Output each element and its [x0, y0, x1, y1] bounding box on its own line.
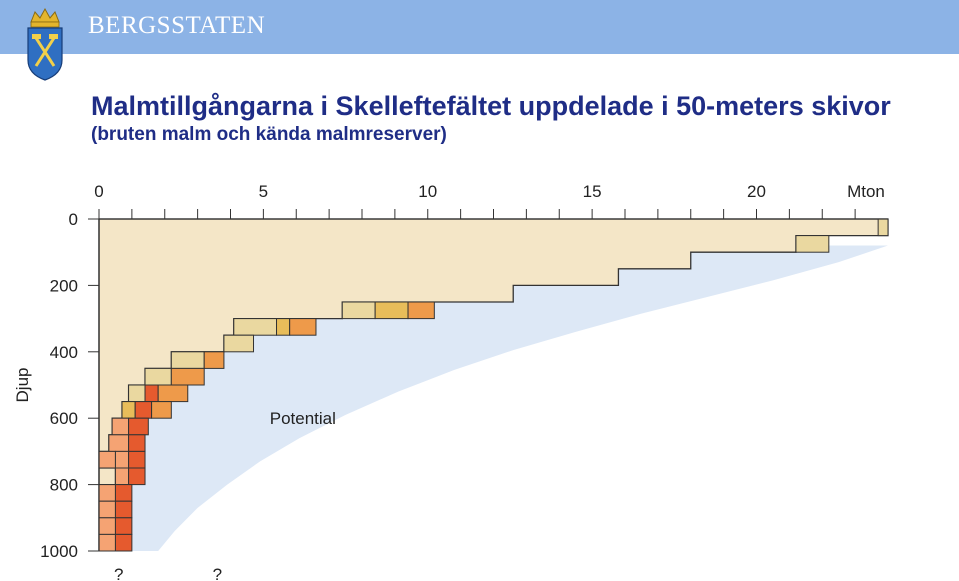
ore-slice-bar: [157, 384, 189, 403]
y-tick-label: 0: [69, 210, 78, 229]
ore-slice-bar: [276, 318, 291, 336]
x-tick-label: 10: [418, 182, 437, 201]
ore-slice-bar: [98, 484, 116, 502]
ore-slice-bar: [128, 450, 146, 469]
ore-slice-bar: [111, 417, 130, 436]
ore-slice-bar: [114, 500, 133, 519]
ore-slice-bar: [121, 401, 136, 419]
question-mark: ?: [114, 565, 123, 581]
ore-slice-bar: [170, 367, 205, 386]
x-tick-label: 0: [94, 182, 103, 201]
ore-slice-bar: [114, 517, 133, 535]
ore-slice-bar: [144, 367, 172, 386]
ore-slice-bar: [151, 401, 172, 419]
crest-logo: [27, 7, 63, 81]
y-tick-label: 200: [50, 276, 78, 295]
ore-slice-bar: [114, 467, 130, 486]
ore-slice-bar: [170, 351, 205, 369]
potential-label: Potential: [270, 409, 336, 428]
ore-slice-bar: [128, 434, 146, 452]
y-tick-label: 800: [50, 476, 78, 495]
brand-name: BERGSSTATEN: [88, 12, 266, 39]
ore-slice-bar: [114, 450, 130, 469]
header-banner: [0, 0, 959, 54]
ore-slice-bar: [374, 301, 409, 320]
y-tick-label: 1000: [40, 542, 78, 561]
ore-slice-bar: [108, 434, 130, 452]
ore-slice-bar: [98, 533, 116, 552]
ore-slice-bar: [98, 517, 116, 535]
ore-slice-bar: [233, 318, 278, 336]
question-mark: ?: [213, 565, 222, 581]
ore-slice-bar: [203, 351, 225, 369]
ore-slice-bar: [134, 401, 153, 419]
ore-slice-bar: [114, 484, 133, 502]
ore-slice-bar: [144, 384, 159, 403]
ore-slice-bar: [877, 218, 889, 237]
ore-slice-bar: [407, 301, 435, 320]
ore-slice-bar: [98, 500, 116, 519]
x-tick-label: 20: [747, 182, 766, 201]
ore-slice-bar: [114, 533, 133, 552]
ore-slice-bar: [341, 301, 376, 320]
ore-slice-bar: [795, 235, 830, 253]
y-axis-label: Djup: [13, 368, 32, 403]
y-tick-label: 400: [50, 343, 78, 362]
y-tick-label: 600: [50, 409, 78, 428]
ore-slice-bar: [223, 334, 255, 353]
x-axis-label: Mton: [847, 182, 885, 201]
x-tick-label: 15: [583, 182, 602, 201]
page-subtitle: (bruten malm och kända malmreserver): [91, 124, 447, 145]
ore-slice-bar: [98, 450, 116, 469]
page-title: Malmtillgångarna i Skelleftefältet uppde…: [91, 91, 891, 121]
ore-slice-bar: [128, 467, 146, 486]
ore-slice-bar: [289, 318, 317, 336]
ore-slice-bar: [128, 417, 149, 436]
ore-slice-bar: [128, 384, 146, 403]
x-tick-label: 5: [259, 182, 268, 201]
